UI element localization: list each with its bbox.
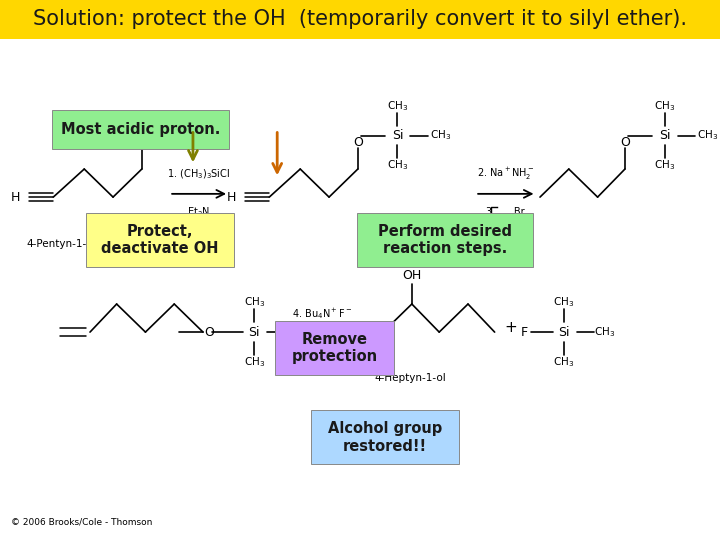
Text: 2. Na$^+$NH$_2^-$: 2. Na$^+$NH$_2^-$: [477, 166, 534, 183]
Text: Most acidic proton.: Most acidic proton.: [60, 122, 220, 137]
Text: Remove
protection: Remove protection: [292, 332, 378, 365]
FancyBboxPatch shape: [0, 0, 720, 39]
Text: CH$_3$: CH$_3$: [284, 325, 306, 339]
Text: 1. (CH$_3$)$_3$SiCl: 1. (CH$_3$)$_3$SiCl: [167, 167, 230, 181]
Text: Si: Si: [558, 326, 570, 339]
Text: O: O: [353, 136, 363, 148]
Text: 4-Pentyn-1-ol: 4-Pentyn-1-ol: [26, 239, 96, 249]
Text: H: H: [227, 191, 237, 204]
Text: CH$_3$: CH$_3$: [243, 295, 265, 309]
Text: CH$_3$: CH$_3$: [553, 355, 575, 369]
Text: O: O: [204, 326, 214, 339]
Text: Si: Si: [392, 129, 403, 142]
Text: H: H: [11, 191, 21, 204]
FancyBboxPatch shape: [53, 110, 229, 149]
Text: Si: Si: [659, 129, 670, 142]
Text: CH$_3$: CH$_3$: [387, 99, 408, 113]
Text: CH$_3$: CH$_3$: [654, 99, 675, 113]
Text: CH$_3$: CH$_3$: [553, 295, 575, 309]
Text: CH$_3$: CH$_3$: [387, 158, 408, 172]
FancyBboxPatch shape: [86, 213, 233, 267]
Text: +: +: [505, 320, 518, 335]
Text: F: F: [521, 326, 528, 339]
Text: Protect,
deactivate OH: Protect, deactivate OH: [101, 224, 219, 256]
FancyBboxPatch shape: [356, 213, 533, 267]
Text: CH$_3$: CH$_3$: [654, 158, 675, 172]
Text: CH$_3$: CH$_3$: [430, 129, 451, 143]
Text: Si: Si: [248, 326, 260, 339]
Text: Et$_3$N: Et$_3$N: [187, 205, 210, 219]
Text: OH: OH: [132, 134, 151, 147]
Text: © 2006 Brooks/Cole - Thomson: © 2006 Brooks/Cole - Thomson: [11, 517, 152, 526]
FancyBboxPatch shape: [275, 321, 395, 375]
Text: Alcohol group
restored!!: Alcohol group restored!!: [328, 421, 442, 454]
Text: O: O: [620, 136, 630, 148]
Text: Perform desired
reaction steps.: Perform desired reaction steps.: [378, 224, 512, 256]
Text: 3.      Br: 3. Br: [486, 207, 525, 217]
Text: CH$_3$: CH$_3$: [697, 129, 719, 143]
Text: CH$_3$: CH$_3$: [594, 325, 616, 339]
FancyBboxPatch shape: [311, 410, 459, 464]
Text: Solution: protect the OH  (temporarily convert it to silyl ether).: Solution: protect the OH (temporarily co…: [33, 9, 687, 30]
Text: OH: OH: [402, 269, 421, 282]
Text: 4-Heptyn-1-ol: 4-Heptyn-1-ol: [374, 373, 446, 383]
Text: CH$_3$: CH$_3$: [243, 355, 265, 369]
Text: 4. Bu$_4$N$^+$F$^-$: 4. Bu$_4$N$^+$F$^-$: [292, 306, 352, 321]
